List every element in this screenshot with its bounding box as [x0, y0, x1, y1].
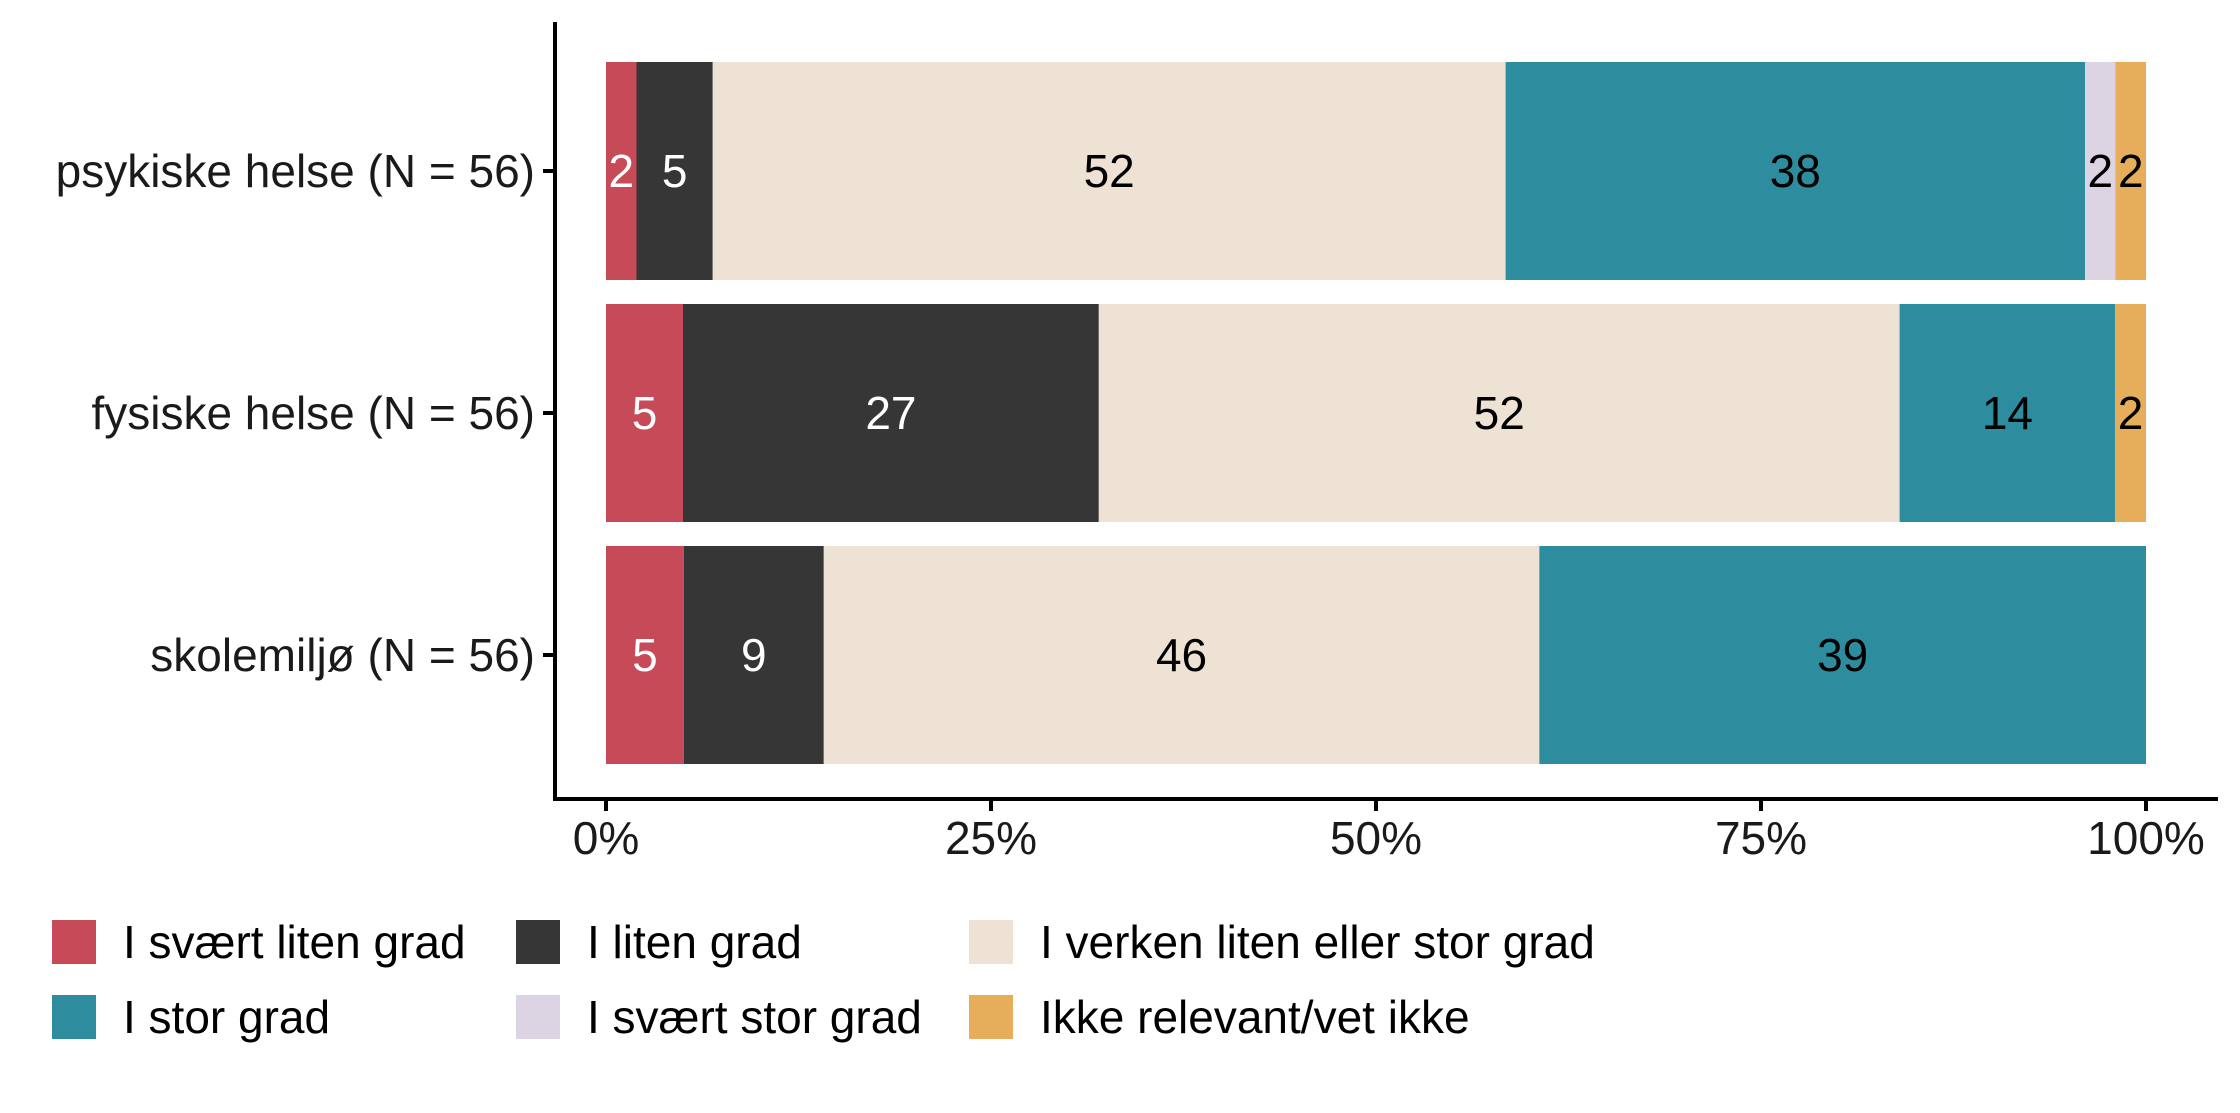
- data-label: 2: [2118, 387, 2144, 439]
- x-tick-label: 50%: [1330, 812, 1422, 864]
- data-label: 2: [2118, 145, 2144, 197]
- data-label: 5: [632, 387, 658, 439]
- data-label: 27: [865, 387, 916, 439]
- legend-label: I verken liten eller stor grad: [1040, 916, 1595, 968]
- bar-segment-ikke-relevant-vet-ikke: [2115, 62, 2146, 280]
- data-label: 5: [662, 145, 688, 197]
- bar-segment-i-liten-grad: [636, 62, 713, 280]
- bar-segment-i-sv-rt-liten-grad: [606, 546, 684, 764]
- legend-label: Ikke relevant/vet ikke: [1040, 991, 1470, 1043]
- bar-segment-i-verken-liten-eller-stor-grad: [1098, 304, 1900, 522]
- legend-key-i-verken-liten-eller-stor-grad: [969, 920, 1013, 964]
- data-label: 2: [2087, 145, 2113, 197]
- data-label: 2: [608, 145, 634, 197]
- bar-segment-i-stor-grad: [1505, 62, 2086, 280]
- bar-segment-i-sv-rt-liten-grad: [606, 62, 637, 280]
- legend-key-i-stor-grad: [52, 995, 96, 1039]
- x-tick-label: 0%: [573, 812, 639, 864]
- bar-segment-i-sv-rt-stor-grad: [2085, 62, 2116, 280]
- y-tick-label: skolemiljø (N = 56): [150, 629, 535, 681]
- bar-segment-i-sv-rt-liten-grad: [606, 304, 683, 522]
- bar-segment-i-liten-grad: [683, 304, 1099, 522]
- y-tick-label: fysiske helse (N = 56): [91, 387, 535, 439]
- data-label: 52: [1474, 387, 1525, 439]
- legend-key-i-sv-rt-stor-grad: [516, 995, 560, 1039]
- legend-label: I liten grad: [587, 916, 802, 968]
- bar-segment-i-stor-grad: [1539, 546, 2146, 764]
- data-label: 14: [1982, 387, 2033, 439]
- x-tick-label: 100%: [2087, 812, 2205, 864]
- bar-segment-i-stor-grad: [1899, 304, 2116, 522]
- legend: I svært liten grad I liten grad I verken l…: [52, 916, 1595, 1043]
- bars-group: 2 5 52 38 2 25 27 52 14 25 9 46 39: [606, 62, 2146, 764]
- bar-segment-ikke-relevant-vet-ikke: [2115, 304, 2146, 522]
- data-label: 9: [741, 629, 767, 681]
- axes-group: psykiske helse (N = 56) fysiske helse (N …: [56, 22, 2218, 864]
- data-label: 46: [1156, 629, 1207, 681]
- data-label: 52: [1084, 145, 1135, 197]
- legend-label: I svært liten grad: [123, 916, 466, 968]
- legend-label: I svært stor grad: [587, 991, 922, 1043]
- bar-segment-i-verken-liten-eller-stor-grad: [712, 62, 1506, 280]
- data-label: 39: [1817, 629, 1868, 681]
- bar-segment-i-verken-liten-eller-stor-grad: [823, 546, 1540, 764]
- legend-key-ikke-relevant-vet-ikke: [969, 995, 1013, 1039]
- data-label: 5: [632, 629, 658, 681]
- x-tick-label: 75%: [1715, 812, 1807, 864]
- legend-key-i-sv-rt-liten-grad: [52, 920, 96, 964]
- legend-key-i-liten-grad: [516, 920, 560, 964]
- legend-label: I stor grad: [123, 991, 330, 1043]
- y-tick-label: psykiske helse (N = 56): [56, 145, 535, 197]
- bar-segment-i-liten-grad: [683, 546, 824, 764]
- data-label: 38: [1770, 145, 1821, 197]
- x-tick-label: 25%: [945, 812, 1037, 864]
